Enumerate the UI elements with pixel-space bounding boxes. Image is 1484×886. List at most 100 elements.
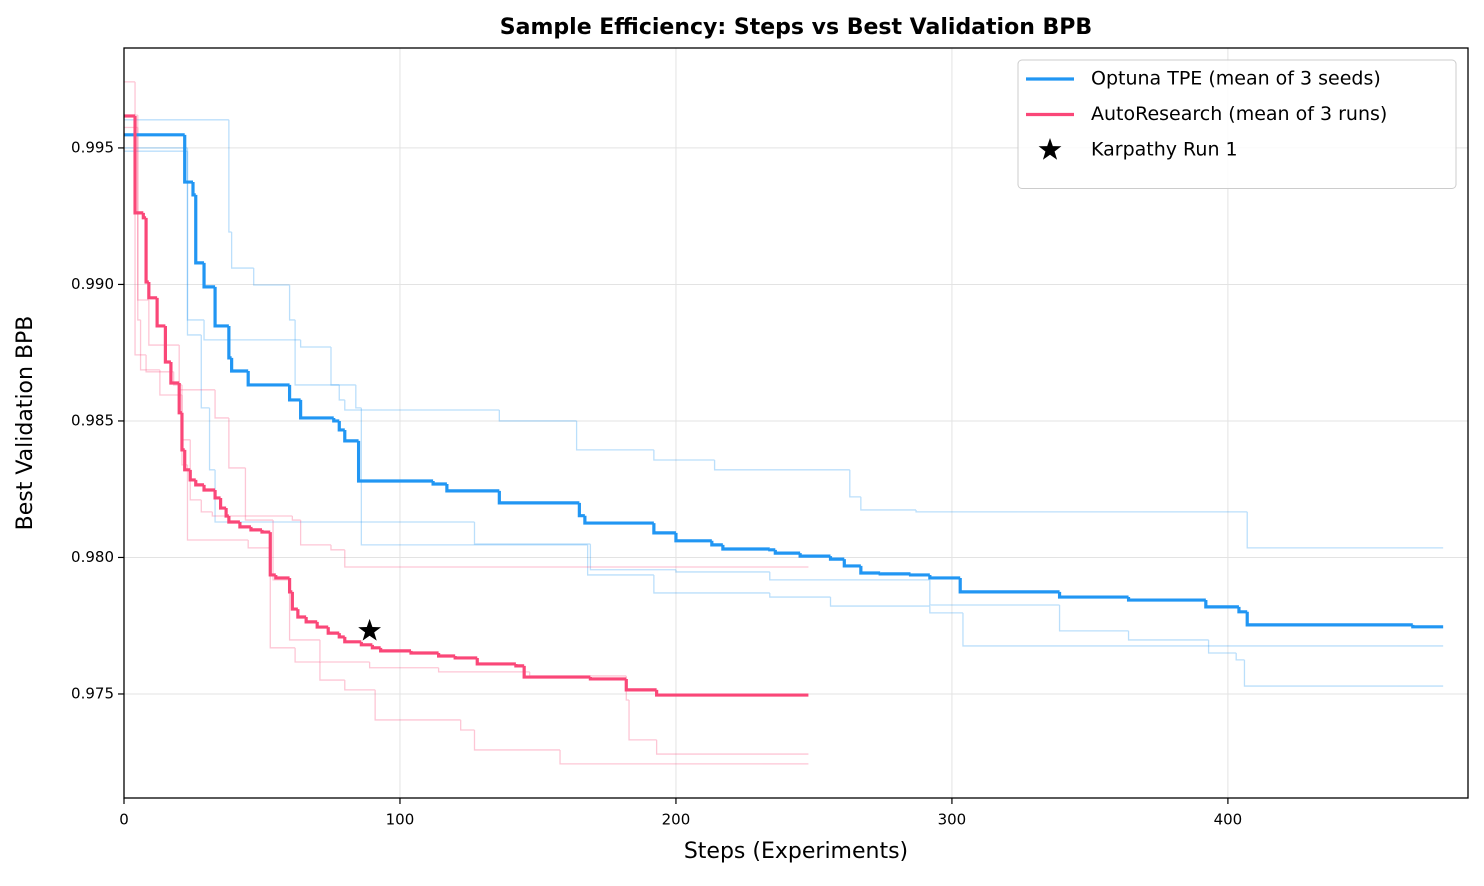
step-segment [186, 464, 249, 541]
step-segment [337, 633, 345, 639]
step-segment [326, 627, 340, 635]
step-segment [227, 515, 240, 524]
step-segment [962, 612, 1444, 647]
step-segment [1245, 611, 1413, 627]
step-segment [710, 540, 723, 547]
x-tick-label: 200 [662, 811, 691, 829]
step-segment [1237, 606, 1248, 614]
legend-label: Karpathy Run 1 [1091, 139, 1238, 161]
step-segment [721, 544, 770, 551]
step-segment [159, 369, 182, 396]
step-segment [908, 573, 930, 577]
step-segment [928, 574, 961, 580]
step-segment [344, 549, 809, 568]
step-segment [1243, 659, 1444, 687]
step-segment [268, 532, 276, 577]
x-tick-label: 400 [1214, 811, 1243, 829]
step-segment [247, 539, 271, 549]
step-segment [343, 429, 359, 443]
step-segment [299, 339, 331, 348]
step-segment [194, 194, 205, 265]
step-segment [370, 644, 381, 650]
step-segment [409, 650, 439, 655]
step-segment [218, 497, 227, 510]
step-segment [260, 529, 271, 534]
step-segment [180, 412, 185, 452]
step-segment [356, 440, 434, 483]
step-segment [238, 521, 251, 529]
step-segment [213, 286, 229, 328]
step-segment [589, 544, 676, 571]
step-segment [169, 361, 180, 385]
step-segment [269, 547, 296, 649]
step-segment [291, 515, 301, 521]
x-tick-label: 100 [386, 811, 415, 829]
series-line [124, 147, 1444, 647]
step-segment [304, 616, 318, 624]
step-segment [178, 345, 216, 391]
step-segment [147, 281, 158, 300]
step-segment [769, 571, 930, 581]
step-segment [133, 115, 144, 215]
step-segment [145, 354, 174, 373]
legend-box [1017, 59, 1457, 189]
step-segment [675, 569, 770, 573]
step-segment [368, 662, 439, 669]
step-segment [315, 621, 329, 629]
step-segment [798, 553, 831, 558]
step-segment [522, 665, 591, 679]
step-segment [186, 147, 205, 321]
step-segment [230, 357, 249, 373]
step-segment [191, 182, 196, 197]
step-segment [188, 469, 196, 482]
step-segment [246, 370, 290, 387]
step-segment [228, 417, 246, 469]
step-segment [214, 389, 229, 419]
step-segment [194, 479, 205, 487]
step-segment [475, 657, 516, 666]
step-segment [137, 127, 141, 321]
step-segment [431, 481, 447, 486]
step-segment [274, 574, 290, 580]
step-segment [929, 606, 963, 614]
step-segment [294, 647, 320, 663]
step-segment [148, 300, 180, 346]
step-segment [359, 641, 373, 647]
y-tick-label: 0.980 [71, 548, 114, 566]
step-segment [828, 556, 845, 561]
step-segment [163, 325, 171, 364]
step-segment [653, 449, 715, 461]
series-line [124, 119, 1444, 549]
step-segment [288, 284, 296, 321]
x-tick-label: 0 [119, 811, 129, 829]
step-segment [355, 384, 362, 409]
step-segment [559, 749, 809, 765]
step-segment [1204, 600, 1239, 609]
x-axis-label: Steps (Experiments) [684, 839, 908, 864]
step-segment [655, 739, 809, 755]
step-segment [200, 499, 213, 513]
step-segment [1246, 511, 1444, 549]
step-segment [288, 579, 320, 641]
step-segment [230, 232, 254, 269]
y-tick-label: 0.985 [71, 411, 114, 429]
step-segment [244, 467, 274, 521]
step-segment [211, 511, 293, 517]
step-segment [343, 636, 362, 644]
step-segment [379, 647, 412, 653]
step-segment [577, 502, 585, 518]
step-segment [773, 549, 801, 555]
step-segment [713, 459, 850, 471]
step-segment [859, 565, 881, 575]
step-segment [299, 520, 331, 546]
step-segment [1058, 604, 1129, 632]
series-line [124, 133, 1444, 629]
step-segment [338, 384, 345, 401]
step-segment [624, 678, 657, 692]
step-segment [287, 577, 293, 594]
step-segment [374, 689, 461, 721]
step-segment [1126, 597, 1206, 602]
step-segment [860, 496, 917, 511]
